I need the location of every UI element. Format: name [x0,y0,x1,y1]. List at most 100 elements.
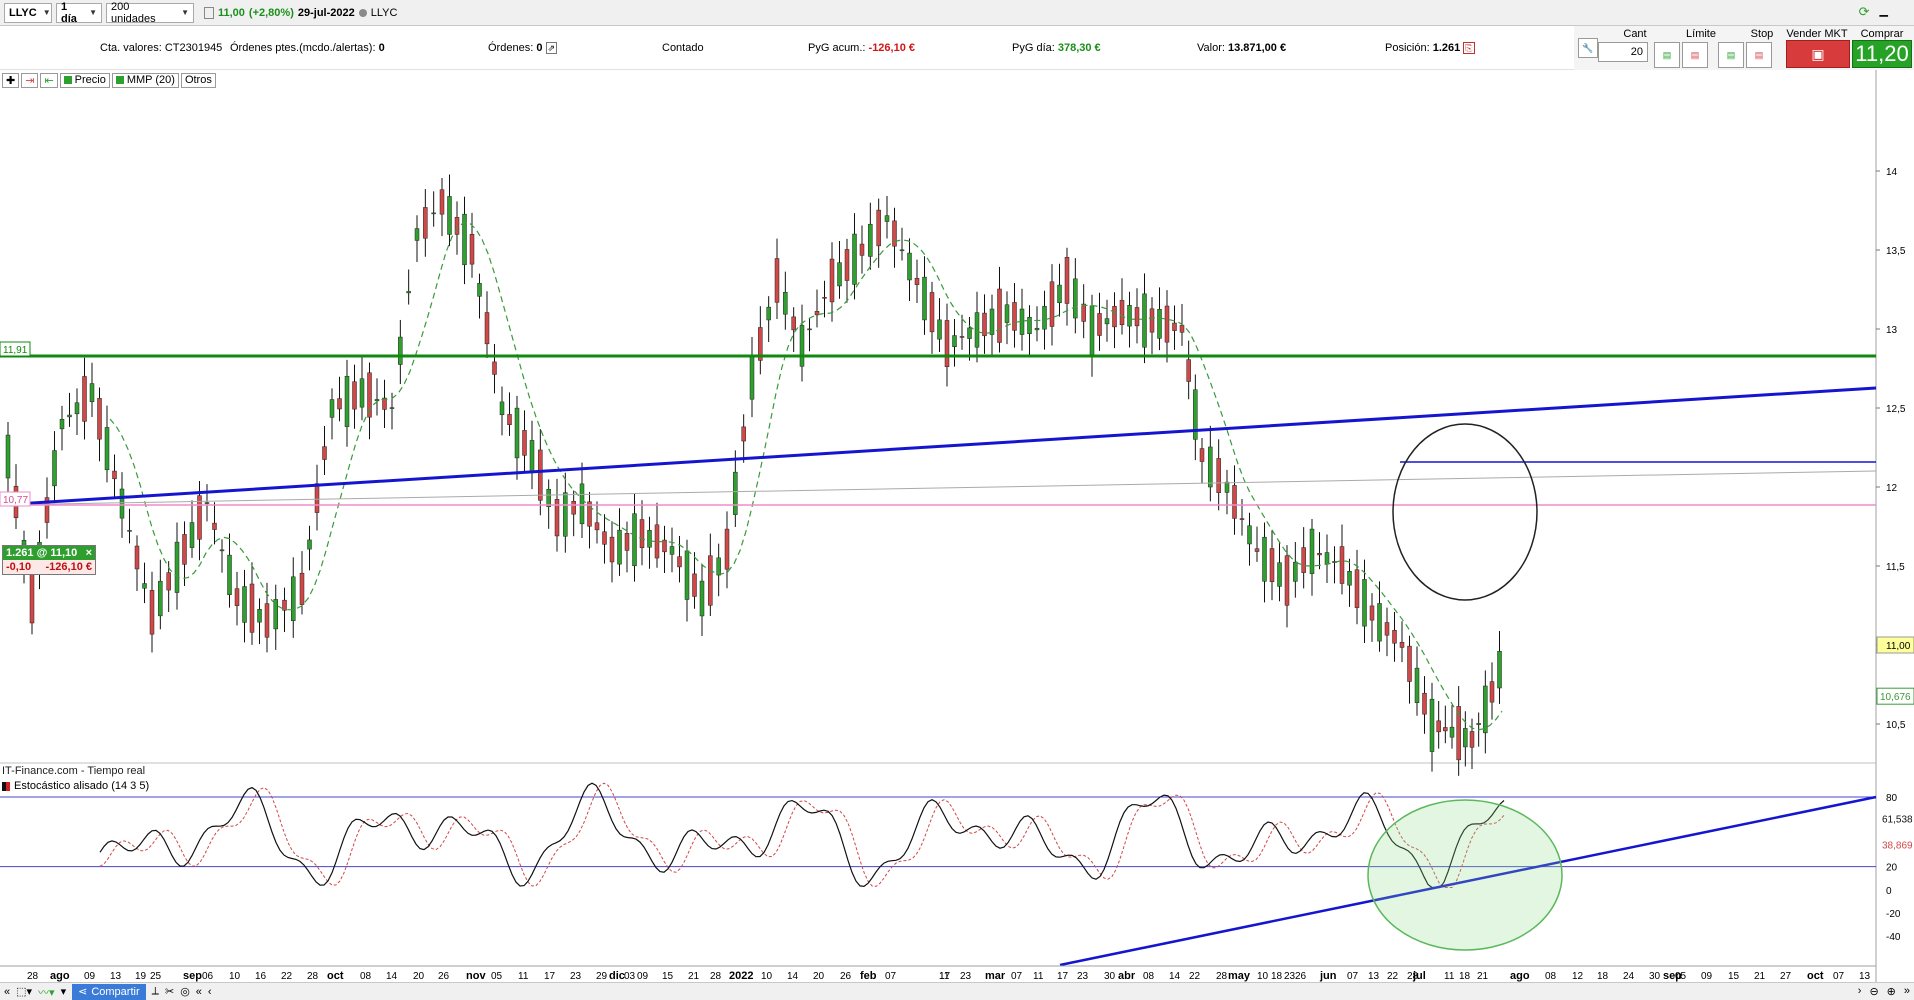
scroll-forward-icon[interactable]: › [1857,985,1862,997]
position-pnl: -126,10 € [45,561,92,573]
price-tick-label: 11,5 [1886,562,1905,573]
osc-indicator-legend[interactable]: Estocástico alisado (14 3 5) [2,780,149,792]
split-icon[interactable]: ⟂ [151,985,159,997]
scroll-left-icon[interactable]: « [4,985,11,998]
date-tick-label: 27 [1780,971,1792,982]
legend-otros[interactable]: Otros [180,72,216,88]
import-button[interactable]: ⇤ [40,72,58,88]
refresh-icon[interactable]: ⟳ [1858,4,1870,19]
ma-line [109,221,1503,731]
candle-body [677,556,682,568]
candle-body [104,427,110,471]
limit-sell-button[interactable]: ▤ [1682,42,1708,68]
position-box[interactable]: 1.261 @ 11,10 × -0,10 -126,10 € [2,545,96,575]
zoom-out-icon[interactable]: ⊖ [1869,986,1879,998]
candle-body [1172,322,1177,331]
candle-body [249,583,255,633]
wrench-icon[interactable]: 🔧 [1578,38,1598,58]
external-link-icon[interactable]: ⇗ [545,42,558,54]
candle-body [1004,304,1010,323]
candle-body [329,399,335,418]
candle-body [1112,306,1117,328]
candle-body [219,549,225,552]
crosshair-icon: ✚ [6,74,16,87]
export-button[interactable]: ⇥ [21,72,39,88]
scroll-end-icon[interactable]: » [1903,985,1910,997]
stop-buy-button[interactable]: ▤ [1718,42,1744,68]
date-tick-label: 18 [1459,971,1471,982]
close-icon[interactable]: × [85,547,92,559]
candle-body [1012,302,1017,331]
quantity-input[interactable]: 20 [1598,42,1648,62]
legend-precio-label: Precio [74,74,106,86]
candle-body [822,297,827,299]
units-selector[interactable]: 200 unidades ▼ [106,1,194,25]
date-tick-label: 07 [1011,971,1023,982]
candle-body [204,502,210,504]
pyg-acum-value: -126,10 € [868,42,916,54]
buy-market-button[interactable]: 11,20 [1852,40,1912,68]
target-icon[interactable]: ◎ [180,986,190,998]
date-tick-label: 23 [960,971,972,982]
orders-info[interactable]: Órdenes: 0 ⇗ [488,42,558,54]
document-icon[interactable]: ⎘ [1463,42,1475,54]
pink-line-label-bg [0,491,31,507]
date-tick-label: 17 [939,971,951,982]
date-tick-label: 28 [710,971,722,982]
market-status-icon [358,8,367,17]
bell-icon[interactable]: ▾ [60,986,67,998]
candle-body [174,541,180,593]
cursor-icon[interactable]: ⬚▾ [16,986,33,998]
stop-sell-button[interactable]: ▤ [1746,42,1772,68]
candle-body [724,528,730,570]
candle-body [67,414,72,418]
legend-mmp-label: MMP (20) [126,74,175,86]
drawing-overlay: 11,91 10,77 [0,341,1877,601]
legend-mmp[interactable]: MMP (20) [111,72,179,88]
candle-body [469,234,475,265]
date-tick-label: 06 [202,971,214,982]
osc-value-2: 38,869 [1882,841,1913,852]
highlight-ellipse [1392,423,1538,601]
legend-precio[interactable]: Precio [59,72,110,88]
candle-body [1443,727,1448,732]
valor-label: Valor: [1197,42,1225,54]
price-chart[interactable]: 11,91 10,77 14 13,5 13 12,5 12 11,5 11,00 10,5 10… [0,70,1914,982]
line-tool-icon[interactable]: 〰▾ [38,986,55,999]
stop-label: Stop [1750,28,1774,40]
chevron-down-icon: ▼ [89,8,97,17]
candle-body [74,402,80,415]
date-tick-label: 09 [637,971,649,982]
candle-body [1309,528,1315,574]
stop-sell-icon: ▤ [1754,49,1764,60]
scissors-icon[interactable]: ✂ [164,986,175,998]
candle-body [149,590,155,635]
green-line-label: 11,91 [3,345,28,356]
date-tick-label: 21 [1754,971,1766,982]
candle-body [907,252,912,281]
limit-buy-button[interactable]: ▤ [1654,42,1680,68]
symbol-selector[interactable]: LLYC ▼ [4,2,52,23]
scroll-back-icon[interactable]: ‹ [207,985,212,998]
posicion[interactable]: Posición: 1.261 ⎘ [1385,42,1475,54]
candle-body [398,336,403,365]
import-icon: ⇤ [44,74,54,87]
crosshair-button[interactable]: ✚ [2,72,20,88]
collapse-icon[interactable]: « [195,985,202,998]
osc-trendline [1059,795,1877,967]
share-button[interactable]: ⋖ Compartir [72,983,146,1000]
candle-body [257,609,262,623]
sell-market-button[interactable]: ▣ [1786,40,1850,68]
price-axis-bg [1876,70,1914,982]
pending-label: Órdenes ptes.(mcdo./alertas): [230,42,376,54]
timeframe-selector[interactable]: 1 día ▼ [56,1,102,25]
candle-body [484,312,490,345]
candle-body [1254,548,1260,552]
quote-summary: 11,00 (+2,80%) 29-jul-2022 LLYC [204,6,397,19]
candle-body [1456,706,1461,761]
date-tick-label: 07 [885,971,897,982]
zoom-in-icon[interactable]: ⊕ [1886,986,1896,998]
candle-body [529,440,535,473]
minimize-icon[interactable]: ▁ [1879,5,1888,17]
date-tick-label: 12 [1572,971,1584,982]
